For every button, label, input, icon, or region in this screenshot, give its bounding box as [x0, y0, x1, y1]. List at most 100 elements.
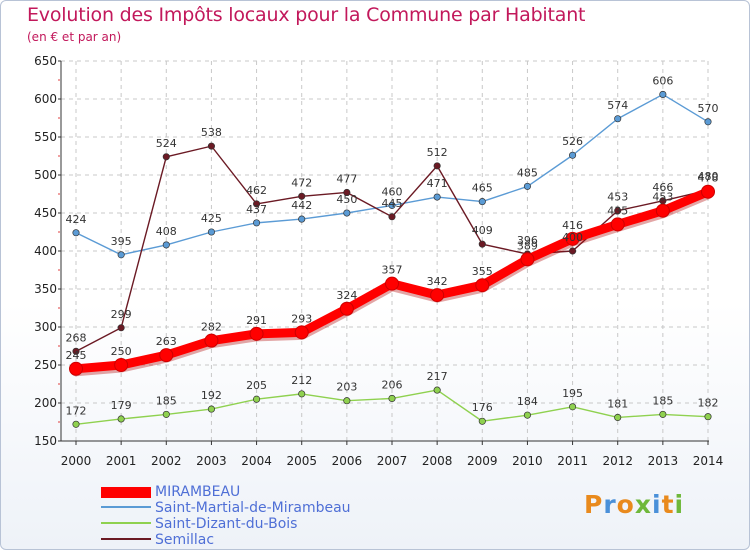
- point-saint-martial-de-mirambeau-2001: [117, 251, 125, 259]
- point-mirambeau-2000: [69, 361, 83, 376]
- x-tick-2006: 2006: [332, 454, 363, 468]
- label-saint-martial-de-mirambeau-2006: 450: [336, 193, 357, 206]
- label-saint-dizant-du-bois-2009: 176: [472, 401, 493, 414]
- point-semillac-2008: [433, 162, 441, 170]
- point-saint-martial-de-mirambeau-2009: [478, 198, 486, 206]
- point-saint-dizant-du-bois-2012: [614, 413, 622, 421]
- point-saint-dizant-du-bois-2006: [343, 397, 351, 405]
- label-mirambeau-2001: 250: [111, 345, 132, 358]
- proxiti-logo: Proxiti: [584, 490, 684, 519]
- legend-item-saint-martial: Saint-Martial-de-Mirambeau: [101, 500, 431, 517]
- y-tick-300: 300: [34, 320, 57, 334]
- y-axis-ticks: 150 200 250 300 350 400 450 500 550 600 650: [34, 54, 61, 448]
- point-saint-dizant-du-bois-2005: [298, 390, 306, 398]
- point-saint-martial-de-mirambeau-2002: [162, 241, 170, 249]
- legend-swatch-mirambeau: [101, 487, 151, 498]
- point-semillac-2011: [569, 247, 577, 255]
- label-semillac-2009: 409: [472, 224, 493, 237]
- label-mirambeau-2013: 453: [652, 191, 673, 204]
- point-semillac-2004: [253, 200, 261, 208]
- label-saint-martial-de-mirambeau-2014: 570: [698, 102, 719, 115]
- y-tick-600: 600: [34, 92, 57, 106]
- label-saint-dizant-du-bois-2004: 205: [246, 379, 267, 392]
- chart-title: Evolution des Impôts locaux pour la Comm…: [27, 4, 586, 26]
- x-tick-2000: 2000: [61, 454, 92, 468]
- point-saint-martial-de-mirambeau-2007: [388, 201, 396, 209]
- point-saint-dizant-du-bois-2010: [523, 411, 531, 419]
- point-semillac-2003: [207, 142, 215, 150]
- point-saint-martial-de-mirambeau-2008: [433, 193, 441, 201]
- x-tick-2001: 2001: [106, 454, 137, 468]
- legend-label-mirambeau: MIRAMBEAU: [155, 484, 241, 500]
- point-saint-martial-de-mirambeau-2012: [614, 115, 622, 123]
- point-saint-dizant-du-bois-2008: [433, 386, 441, 394]
- label-mirambeau-2005: 293: [291, 312, 312, 325]
- legend-item-mirambeau: MIRAMBEAU: [101, 484, 431, 501]
- point-mirambeau-2002: [159, 348, 174, 363]
- x-axis-ticks: 2000 2001 2002 2003 2004 2005 2006 2007 2008 2009…: [61, 441, 723, 468]
- point-saint-martial-de-mirambeau-2011: [569, 151, 577, 159]
- point-saint-dizant-du-bois-2000: [72, 420, 80, 428]
- label-mirambeau-2007: 357: [382, 264, 403, 277]
- legend-item-semillac: Semillac: [101, 532, 431, 549]
- label-semillac-2010: 396: [517, 234, 538, 247]
- logo-letter: t: [661, 490, 675, 519]
- point-mirambeau-2003: [204, 333, 219, 348]
- label-saint-martial-de-mirambeau-2009: 465: [472, 182, 493, 195]
- point-saint-martial-de-mirambeau-2000: [72, 229, 80, 237]
- label-mirambeau-2011: 416: [562, 219, 583, 232]
- label-saint-dizant-du-bois-2005: 212: [291, 374, 312, 387]
- data-labels: 172 179 185 192 205 212 203 206 217 176 184 195 181 1…: [66, 74, 719, 417]
- x-tick-2003: 2003: [196, 454, 227, 468]
- point-saint-dizant-du-bois-2009: [478, 417, 486, 425]
- logo-letter: x: [634, 490, 652, 519]
- x-tick-2002: 2002: [151, 454, 182, 468]
- point-saint-dizant-du-bois-2002: [162, 410, 170, 418]
- point-semillac-2001: [117, 324, 125, 332]
- label-saint-dizant-du-bois-2006: 203: [336, 381, 357, 394]
- label-saint-dizant-du-bois-2003: 192: [201, 389, 222, 402]
- point-saint-martial-de-mirambeau-2014: [704, 118, 712, 126]
- logo-letter: i: [652, 490, 662, 519]
- point-saint-martial-de-mirambeau-2005: [298, 215, 306, 223]
- logo-letter: r: [603, 490, 617, 519]
- label-saint-dizant-du-bois-2011: 195: [562, 387, 583, 400]
- point-mirambeau-2014: [701, 184, 715, 199]
- point-saint-dizant-du-bois-2011: [569, 403, 577, 411]
- point-mirambeau-2004: [249, 326, 264, 341]
- point-mirambeau-2007: [385, 276, 399, 291]
- y-tick-500: 500: [34, 168, 57, 182]
- point-mirambeau-2009: [475, 278, 490, 293]
- label-mirambeau-2012: 435: [607, 204, 628, 217]
- label-semillac-2004: 462: [246, 184, 267, 197]
- logo-letter: P: [584, 490, 604, 519]
- label-saint-martial-de-mirambeau-2010: 485: [517, 166, 538, 179]
- grid-lines: [61, 60, 709, 441]
- point-saint-martial-de-mirambeau-2013: [659, 90, 667, 98]
- label-semillac-2005: 472: [291, 176, 312, 189]
- label-mirambeau-2010: 389: [517, 239, 538, 252]
- x-tick-2008: 2008: [422, 454, 453, 468]
- legend-label-saint-martial: Saint-Martial-de-Mirambeau: [155, 500, 351, 516]
- legend-label-saint-dizant: Saint-Dizant-du-Bois: [155, 516, 298, 532]
- label-semillac-2012: 453: [607, 191, 628, 204]
- label-saint-martial-de-mirambeau-2013: 606: [652, 74, 673, 87]
- x-tick-2005: 2005: [286, 454, 317, 468]
- label-saint-martial-de-mirambeau-2011: 526: [562, 135, 583, 148]
- label-semillac-2014: 480: [698, 170, 719, 183]
- legend-label-semillac: Semillac: [155, 532, 215, 548]
- label-semillac-2003: 538: [201, 126, 222, 139]
- label-saint-martial-de-mirambeau-2005: 442: [291, 199, 312, 212]
- label-saint-martial-de-mirambeau-2002: 408: [156, 225, 177, 238]
- point-mirambeau-2012: [610, 217, 625, 232]
- y-tick-250: 250: [34, 358, 57, 372]
- label-saint-martial-de-mirambeau-2004: 437: [246, 203, 267, 216]
- series-lines: [69, 90, 715, 428]
- legend-swatch-semillac: [101, 538, 151, 540]
- point-saint-martial-de-mirambeau-2006: [343, 209, 351, 217]
- legend-item-saint-dizant: Saint-Dizant-du-Bois: [101, 516, 431, 533]
- y-tick-350: 350: [34, 282, 57, 296]
- point-mirambeau-2008: [430, 288, 445, 303]
- point-semillac-2002: [162, 153, 170, 161]
